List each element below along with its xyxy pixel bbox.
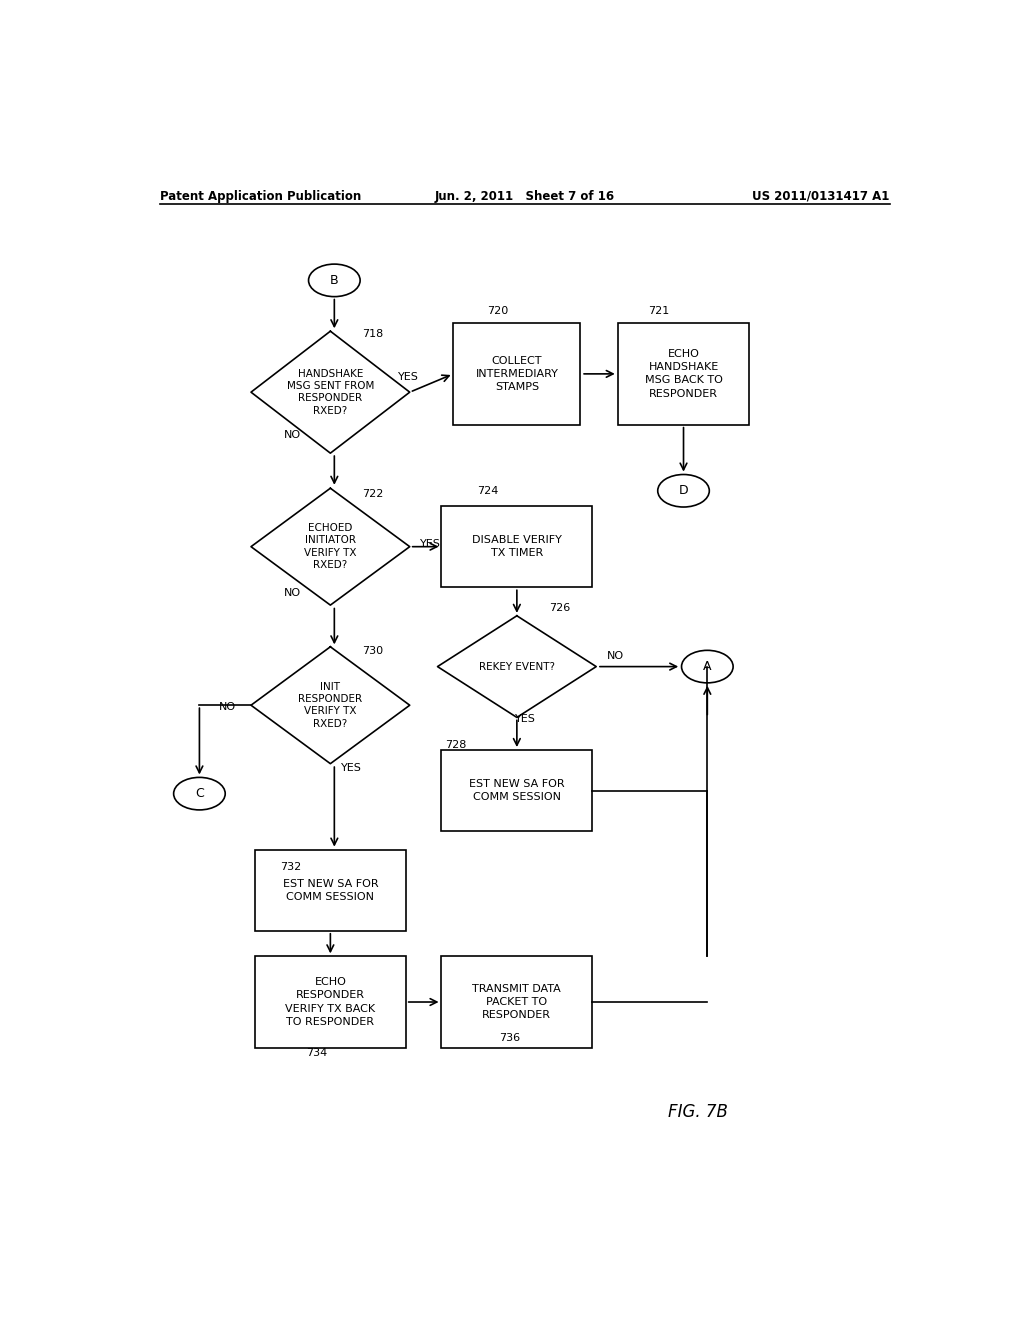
- Polygon shape: [251, 647, 410, 764]
- Text: B: B: [330, 273, 339, 286]
- Text: REKEY EVENT?: REKEY EVENT?: [479, 661, 555, 672]
- Text: 736: 736: [499, 1032, 520, 1043]
- Text: ECHOED
INITIATOR
VERIFY TX
RXED?: ECHOED INITIATOR VERIFY TX RXED?: [304, 523, 356, 570]
- Text: 726: 726: [549, 603, 570, 612]
- Text: ECHO
HANDSHAKE
MSG BACK TO
RESPONDER: ECHO HANDSHAKE MSG BACK TO RESPONDER: [644, 348, 723, 399]
- Text: COLLECT
INTERMEDIARY
STAMPS: COLLECT INTERMEDIARY STAMPS: [475, 355, 558, 392]
- Text: 734: 734: [306, 1048, 328, 1057]
- Text: 718: 718: [362, 329, 383, 339]
- Text: DISABLE VERIFY
TX TIMER: DISABLE VERIFY TX TIMER: [472, 535, 562, 558]
- Text: Jun. 2, 2011   Sheet 7 of 16: Jun. 2, 2011 Sheet 7 of 16: [435, 190, 614, 202]
- Text: 724: 724: [477, 486, 499, 496]
- Ellipse shape: [308, 264, 360, 297]
- Text: 730: 730: [362, 647, 383, 656]
- Text: EST NEW SA FOR
COMM SESSION: EST NEW SA FOR COMM SESSION: [469, 779, 564, 803]
- Text: INIT
RESPONDER
VERIFY TX
RXED?: INIT RESPONDER VERIFY TX RXED?: [298, 681, 362, 729]
- Text: NO: NO: [284, 589, 301, 598]
- Text: TRANSMIT DATA
PACKET TO
RESPONDER: TRANSMIT DATA PACKET TO RESPONDER: [472, 983, 561, 1020]
- Ellipse shape: [682, 651, 733, 682]
- Text: US 2011/0131417 A1: US 2011/0131417 A1: [753, 190, 890, 202]
- Text: 728: 728: [445, 741, 467, 750]
- Text: 722: 722: [362, 488, 383, 499]
- Text: YES: YES: [397, 372, 419, 381]
- Bar: [441, 750, 592, 832]
- Bar: [255, 850, 406, 931]
- Text: NO: NO: [284, 430, 301, 440]
- Text: Patent Application Publication: Patent Application Publication: [160, 190, 361, 202]
- Bar: [441, 506, 592, 587]
- Bar: [441, 956, 592, 1048]
- Text: EST NEW SA FOR
COMM SESSION: EST NEW SA FOR COMM SESSION: [283, 879, 378, 902]
- Text: D: D: [679, 484, 688, 498]
- Text: C: C: [195, 787, 204, 800]
- Text: FIG. 7B: FIG. 7B: [668, 1102, 727, 1121]
- Text: A: A: [703, 660, 712, 673]
- Text: HANDSHAKE
MSG SENT FROM
RESPONDER
RXED?: HANDSHAKE MSG SENT FROM RESPONDER RXED?: [287, 368, 374, 416]
- Polygon shape: [251, 331, 410, 453]
- Ellipse shape: [657, 474, 710, 507]
- Bar: [255, 956, 406, 1048]
- Bar: [454, 323, 581, 425]
- Text: ECHO
RESPONDER
VERIFY TX BACK
TO RESPONDER: ECHO RESPONDER VERIFY TX BACK TO RESPOND…: [286, 977, 376, 1027]
- Text: 732: 732: [281, 862, 302, 873]
- Text: 720: 720: [486, 306, 508, 315]
- Bar: [618, 323, 749, 425]
- Ellipse shape: [174, 777, 225, 810]
- Text: NO: NO: [219, 702, 237, 713]
- Text: NO: NO: [607, 652, 625, 661]
- Polygon shape: [251, 488, 410, 605]
- Text: YES: YES: [341, 763, 361, 774]
- Text: YES: YES: [515, 714, 537, 725]
- Text: 721: 721: [648, 306, 669, 315]
- Text: YES: YES: [420, 539, 441, 549]
- Polygon shape: [437, 615, 596, 718]
